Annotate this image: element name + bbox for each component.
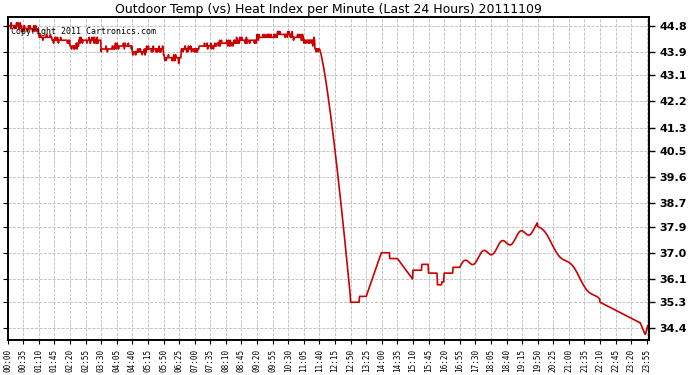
Title: Outdoor Temp (vs) Heat Index per Minute (Last 24 Hours) 20111109: Outdoor Temp (vs) Heat Index per Minute … [115, 3, 542, 16]
Text: Copyright 2011 Cartronics.com: Copyright 2011 Cartronics.com [11, 27, 156, 36]
